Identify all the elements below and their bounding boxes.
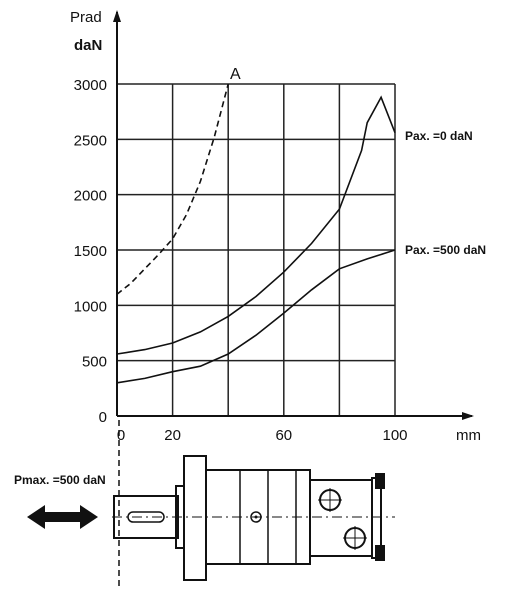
shaft-key <box>127 511 165 523</box>
x-tick-label: 60 <box>275 427 292 444</box>
x-axis-unit: mm <box>456 427 481 444</box>
series-label-pax-500: Pax. =500 daN <box>405 243 486 257</box>
chart-axes <box>113 10 474 420</box>
y-axis-unit: daN <box>74 37 102 54</box>
y-axis-arrow-icon <box>113 10 121 22</box>
x-axis-arrow-icon <box>462 412 474 420</box>
series-label-pax-0: Pax. =0 daN <box>405 129 473 143</box>
x-tick-label: 20 <box>164 427 181 444</box>
shaft <box>113 495 179 539</box>
chart-grid <box>117 83 396 416</box>
chart-labels: Prad daN mm Pax. =0 daN Pax. =500 daN A <box>70 9 486 444</box>
axial-force-arrow-icon <box>27 505 98 529</box>
chart-series <box>116 83 396 384</box>
y-tick-label: 3000 <box>74 77 107 94</box>
y-axis-label: Prad <box>70 9 102 26</box>
chart-ticks: 0 500 1000 1500 2000 2500 3000 0 20 60 100 <box>74 77 408 444</box>
y-tick-label: 0 <box>99 409 107 426</box>
y-tick-label: 1000 <box>74 298 107 315</box>
y-tick-label: 2500 <box>74 132 107 149</box>
motor-drawing <box>112 420 395 589</box>
flange-main <box>183 455 207 581</box>
y-tick-label: 1500 <box>74 243 107 260</box>
series-label-a: A <box>230 66 241 83</box>
bolt-top <box>375 473 385 489</box>
body-center-dot <box>254 515 258 519</box>
series-line-0 <box>116 95 396 355</box>
y-tick-label: 500 <box>82 354 107 371</box>
pmax-label: Pmax. =500 daN <box>14 473 106 487</box>
bolt-bottom <box>375 545 385 561</box>
x-tick-label: 0 <box>117 427 125 444</box>
body-center-mark <box>250 511 262 523</box>
series-line-2 <box>116 83 229 295</box>
series-line-1 <box>116 249 396 384</box>
y-tick-label: 2000 <box>74 188 107 205</box>
x-tick-label: 100 <box>382 427 407 444</box>
